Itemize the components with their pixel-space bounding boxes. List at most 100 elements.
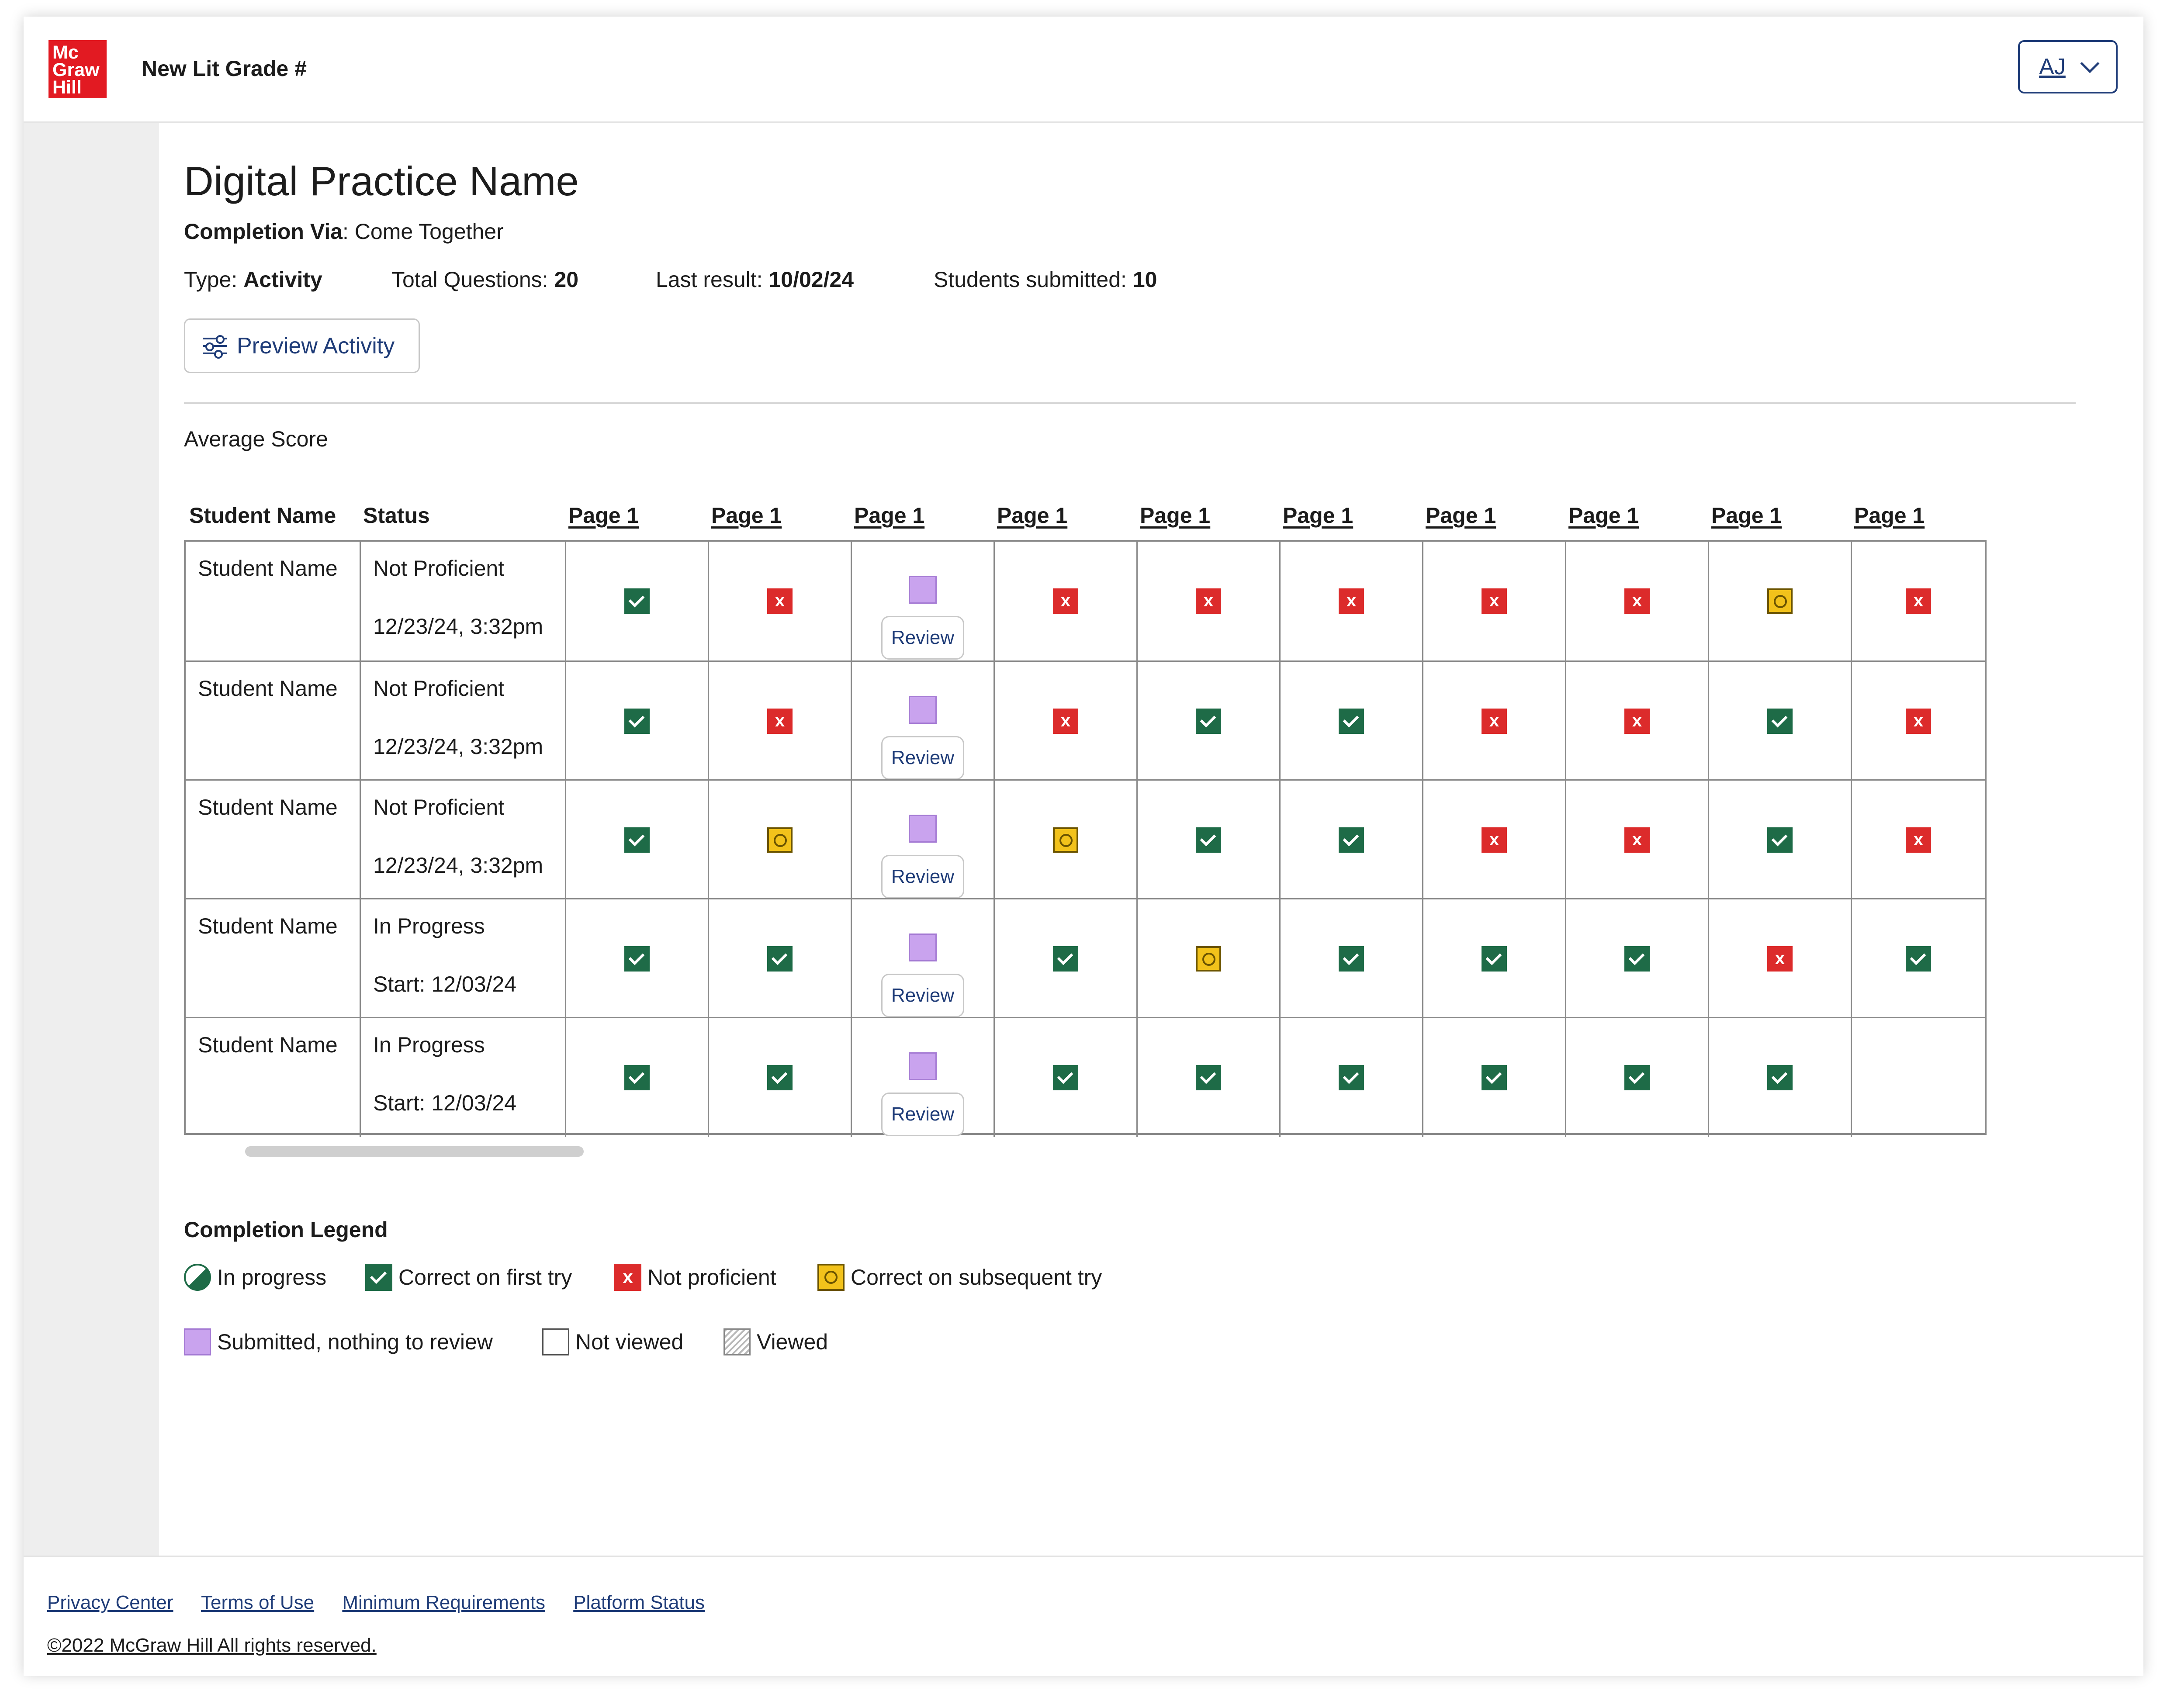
preview-activity-button[interactable]: Preview Activity	[184, 318, 420, 373]
score-cell[interactable]	[1422, 1018, 1565, 1137]
column-header-page[interactable]: Page 1	[997, 503, 1068, 528]
column-header-page[interactable]: Page 1	[1854, 503, 1925, 528]
score-cell[interactable]	[565, 542, 708, 660]
student-name-cell: Student Name	[186, 899, 360, 1018]
score-cell[interactable]: Review	[851, 662, 993, 781]
score-cell[interactable]	[1279, 899, 1422, 1018]
x-icon: x	[1906, 827, 1931, 853]
review-button[interactable]: Review	[881, 1093, 964, 1136]
score-cell[interactable]: Review	[851, 542, 993, 660]
score-cell[interactable]: x	[1422, 781, 1565, 899]
horizontal-scrollbar[interactable]	[245, 1146, 584, 1157]
status-text: In Progress	[373, 1033, 485, 1057]
score-cell[interactable]	[1851, 899, 1985, 1018]
score-cell[interactable]: x	[1565, 662, 1708, 781]
score-cell[interactable]	[708, 1018, 851, 1137]
score-cell[interactable]: x	[1851, 662, 1985, 781]
column-header-page[interactable]: Page 1	[1140, 503, 1211, 528]
student-name[interactable]: Student Name	[198, 914, 338, 938]
check-icon	[1196, 1065, 1221, 1090]
column-header-page[interactable]: Page 1	[1568, 503, 1639, 528]
score-cell[interactable]: x	[1422, 662, 1565, 781]
section-divider	[184, 402, 2076, 404]
score-cell[interactable]	[1708, 1018, 1851, 1137]
score-cell[interactable]	[1708, 781, 1851, 899]
score-cell[interactable]: Review	[851, 899, 993, 1018]
score-cell[interactable]	[993, 899, 1136, 1018]
column-header-status[interactable]: Status	[363, 503, 430, 528]
review-button[interactable]: Review	[881, 974, 964, 1017]
student-name[interactable]: Student Name	[198, 795, 338, 819]
score-cell[interactable]	[1565, 899, 1708, 1018]
score-cell[interactable]: x	[1851, 781, 1985, 899]
score-cell[interactable]	[708, 899, 851, 1018]
score-cell[interactable]	[1136, 1018, 1279, 1137]
score-cell[interactable]: x	[1279, 542, 1422, 660]
score-cell[interactable]	[1708, 662, 1851, 781]
score-cell[interactable]	[1565, 1018, 1708, 1137]
x-icon: x	[1906, 709, 1931, 734]
mcgraw-hill-logo[interactable]: Mc Graw Hill	[48, 40, 107, 98]
user-menu-button[interactable]: AJ	[2018, 40, 2118, 93]
score-cell[interactable]: x	[1422, 542, 1565, 660]
score-cell[interactable]	[1136, 781, 1279, 899]
score-cell[interactable]: x	[1136, 542, 1279, 660]
score-cell[interactable]: x	[993, 662, 1136, 781]
score-cell[interactable]	[1136, 662, 1279, 781]
column-header-page[interactable]: Page 1	[568, 503, 639, 528]
review-button[interactable]: Review	[881, 616, 964, 660]
platform-status-link[interactable]: Platform Status	[573, 1592, 705, 1613]
score-cell[interactable]	[993, 1018, 1136, 1137]
table-row: Student Name Not Proficient 12/23/24, 3:32…	[186, 542, 1985, 660]
review-button[interactable]: Review	[881, 855, 964, 899]
x-icon: x	[614, 1264, 641, 1291]
score-cell[interactable]	[565, 1018, 708, 1137]
score-cell[interactable]	[565, 899, 708, 1018]
column-header-page[interactable]: Page 1	[1283, 503, 1354, 528]
check-icon	[1767, 709, 1793, 734]
status-cell: Not Proficient 12/23/24, 3:32pm	[360, 542, 565, 660]
column-header-page[interactable]: Page 1	[1426, 503, 1496, 528]
terms-of-use-link[interactable]: Terms of Use	[201, 1592, 315, 1613]
score-cell[interactable]: x	[1851, 542, 1985, 660]
score-cell[interactable]: x	[1565, 542, 1708, 660]
score-cell[interactable]	[1279, 781, 1422, 899]
score-cell[interactable]	[565, 781, 708, 899]
check-icon	[767, 946, 793, 972]
score-cell[interactable]: x	[1708, 899, 1851, 1018]
submitted-square-icon	[909, 696, 937, 724]
column-header-page[interactable]: Page 1	[711, 503, 782, 528]
score-cell[interactable]: Review	[851, 1018, 993, 1137]
score-cell[interactable]: x	[1565, 781, 1708, 899]
score-cell[interactable]	[1851, 1018, 1985, 1137]
score-cell[interactable]: x	[708, 662, 851, 781]
column-header-student[interactable]: Student Name	[189, 503, 336, 528]
score-cell[interactable]	[1708, 542, 1851, 660]
legend-viewed: Viewed	[723, 1328, 828, 1355]
privacy-center-link[interactable]: Privacy Center	[47, 1592, 173, 1613]
score-cell[interactable]	[993, 781, 1136, 899]
check-icon	[1624, 946, 1650, 972]
column-header-page[interactable]: Page 1	[1711, 503, 1782, 528]
score-cell[interactable]	[565, 662, 708, 781]
score-cell[interactable]: x	[993, 542, 1136, 660]
score-cell[interactable]	[1279, 1018, 1422, 1137]
x-icon: x	[1482, 827, 1507, 853]
review-button[interactable]: Review	[881, 736, 964, 780]
score-cell[interactable]	[1422, 899, 1565, 1018]
score-cell[interactable]	[1136, 899, 1279, 1018]
score-cell[interactable]: x	[708, 542, 851, 660]
status-date: 12/23/24, 3:32pm	[373, 853, 543, 878]
student-name-cell: Student Name	[186, 542, 360, 660]
student-name[interactable]: Student Name	[198, 1033, 338, 1057]
score-cell[interactable]	[708, 781, 851, 899]
column-header-page[interactable]: Page 1	[854, 503, 925, 528]
x-icon: x	[1053, 709, 1078, 734]
score-cell[interactable]	[1279, 662, 1422, 781]
minimum-requirements-link[interactable]: Minimum Requirements	[342, 1592, 545, 1613]
student-name[interactable]: Student Name	[198, 676, 338, 701]
student-name[interactable]: Student Name	[198, 556, 338, 581]
score-cell[interactable]: Review	[851, 781, 993, 899]
average-score-label: Average Score	[184, 427, 328, 451]
check-icon	[1906, 946, 1931, 972]
